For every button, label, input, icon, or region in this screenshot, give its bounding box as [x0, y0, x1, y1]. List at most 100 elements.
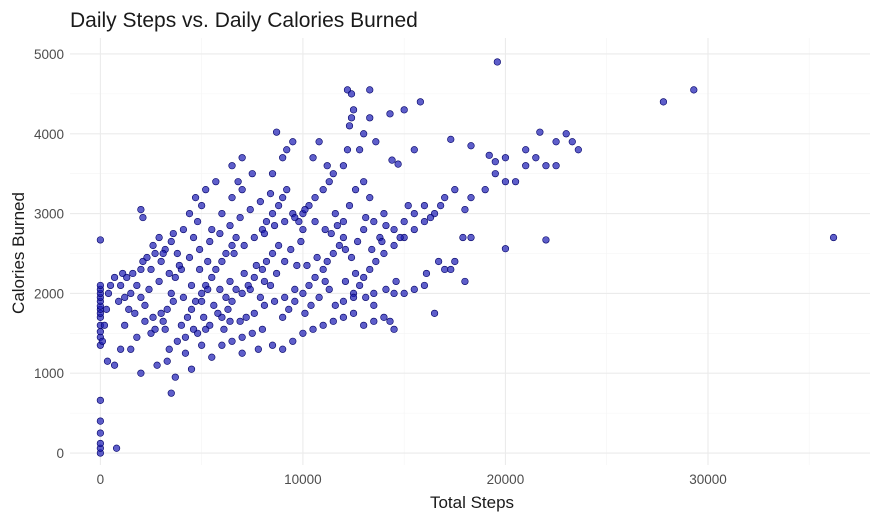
data-point: [552, 138, 560, 146]
data-point: [106, 281, 115, 290]
data-point: [370, 217, 378, 226]
data-point: [347, 90, 356, 98]
data-point: [226, 221, 234, 230]
data-point: [451, 257, 459, 266]
data-point: [380, 313, 388, 321]
data-point: [467, 142, 475, 150]
data-point: [279, 194, 287, 202]
data-point: [212, 265, 220, 274]
x-tick-label: 30000: [689, 472, 727, 487]
data-point: [426, 213, 435, 222]
data-point: [299, 225, 307, 234]
data-point: [117, 345, 125, 353]
data-point: [347, 114, 356, 122]
data-point: [250, 233, 258, 242]
data-point: [204, 257, 212, 266]
data-point: [329, 170, 337, 178]
y-tick-label: 4000: [34, 127, 64, 142]
data-point: [447, 265, 455, 274]
data-point: [238, 154, 246, 162]
data-point: [143, 253, 151, 262]
data-point: [501, 245, 510, 253]
y-tick-label: 1000: [34, 366, 64, 381]
data-point: [260, 229, 269, 238]
data-point: [268, 249, 277, 258]
data-point: [437, 202, 445, 210]
data-point: [279, 345, 287, 353]
data-point: [349, 309, 358, 317]
data-point: [238, 349, 246, 357]
data-point: [110, 361, 119, 369]
data-point: [238, 186, 246, 194]
data-point: [198, 297, 206, 305]
data-point: [461, 205, 469, 214]
data-point: [165, 269, 173, 278]
data-point: [291, 285, 299, 294]
data-point: [256, 293, 264, 301]
data-point: [275, 202, 283, 210]
data-point: [268, 170, 277, 178]
data-point: [386, 110, 394, 118]
data-point: [250, 273, 258, 282]
data-point: [378, 237, 386, 246]
data-point: [485, 151, 493, 159]
data-point: [467, 194, 475, 202]
data-point: [193, 217, 202, 226]
data-point: [236, 213, 244, 222]
data-point: [319, 321, 327, 329]
data-point: [133, 333, 141, 341]
y-tick-label: 0: [56, 446, 64, 461]
data-point: [522, 162, 530, 170]
data-point: [319, 186, 327, 194]
data-point: [196, 245, 204, 254]
data-point: [481, 186, 489, 194]
data-point: [420, 281, 429, 290]
data-point: [321, 225, 329, 234]
data-point: [410, 285, 418, 294]
data-point: [163, 305, 171, 313]
data-point: [141, 301, 149, 309]
data-point: [283, 186, 291, 194]
data-point: [262, 217, 271, 226]
data-point: [323, 162, 331, 170]
data-point: [250, 309, 258, 317]
data-point: [139, 213, 147, 222]
data-point: [224, 305, 232, 313]
data-point: [137, 293, 145, 301]
data-point: [202, 186, 210, 194]
data-point: [331, 301, 339, 309]
data-point: [240, 241, 248, 250]
data-point: [252, 261, 260, 270]
data-point: [167, 289, 175, 298]
y-tick-label: 5000: [34, 47, 64, 62]
data-point: [325, 178, 333, 186]
data-point: [392, 277, 400, 286]
data-point: [248, 170, 256, 178]
data-point: [380, 249, 388, 258]
data-point: [98, 337, 107, 345]
data-point: [362, 293, 370, 301]
data-point: [187, 281, 196, 290]
data-point: [228, 297, 236, 305]
data-point: [216, 285, 224, 294]
data-point: [281, 293, 289, 301]
data-point: [96, 429, 104, 437]
data-point: [370, 301, 378, 309]
data-point: [159, 249, 167, 258]
data-point: [232, 285, 240, 294]
data-point: [441, 194, 449, 202]
data-point: [360, 321, 368, 329]
data-point: [270, 297, 279, 305]
data-point: [501, 154, 510, 162]
data-point: [234, 178, 242, 186]
data-point: [321, 277, 329, 286]
data-point: [240, 269, 248, 278]
y-tick-label: 2000: [34, 286, 64, 301]
data-point: [191, 297, 200, 305]
data-point: [232, 233, 240, 242]
data-point: [238, 333, 246, 341]
data-point: [351, 269, 360, 278]
data-point: [191, 194, 200, 202]
data-point: [179, 225, 188, 234]
